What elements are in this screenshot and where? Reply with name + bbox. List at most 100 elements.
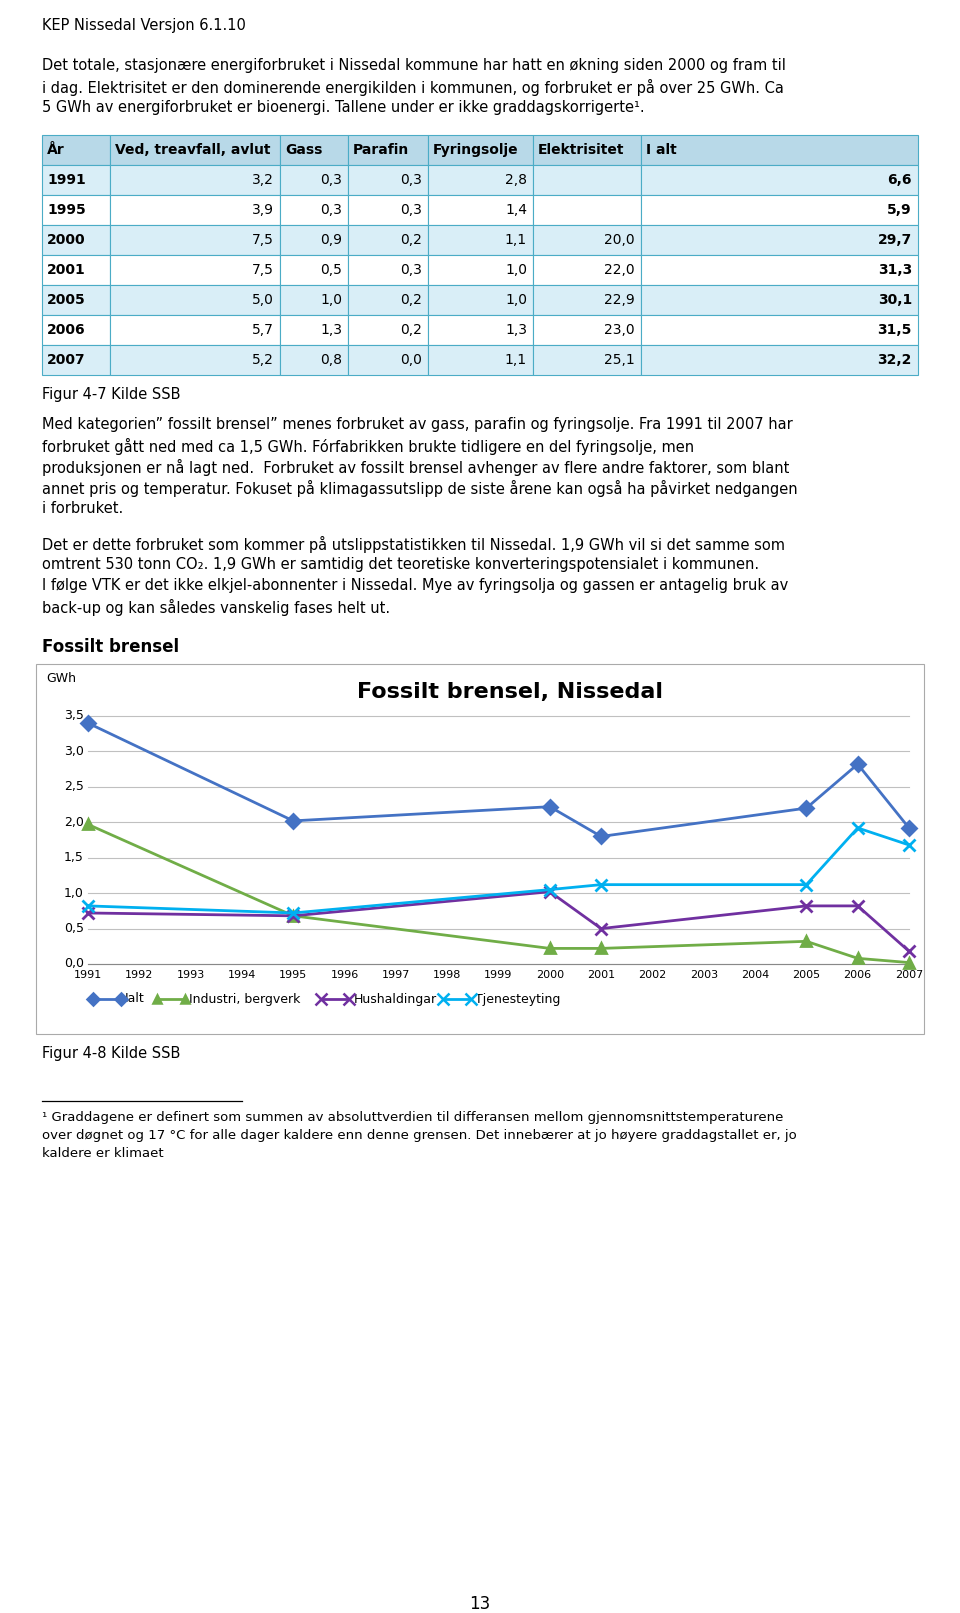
Text: 1,5: 1,5 <box>64 852 84 865</box>
Bar <box>280 286 348 315</box>
Bar <box>42 286 110 315</box>
Bar <box>348 255 428 286</box>
Bar <box>36 665 924 1034</box>
Bar <box>348 286 428 315</box>
Text: over døgnet og 17 °C for alle dager kaldere enn denne grensen. Det innebærer at : over døgnet og 17 °C for alle dager kald… <box>42 1129 797 1142</box>
Text: 0,3: 0,3 <box>400 173 422 187</box>
Text: I følge VTK er det ikke elkjel-abonnenter i Nissedal. Mye av fyringsolja og gass: I følge VTK er det ikke elkjel-abonnente… <box>42 577 788 594</box>
Text: Det totale, stasjonære energiforbruket i Nissedal kommune har hatt en økning sid: Det totale, stasjonære energiforbruket i… <box>42 58 786 73</box>
Text: 1999: 1999 <box>484 969 513 981</box>
Text: Tjenesteyting: Tjenesteyting <box>475 992 561 1005</box>
Bar <box>110 224 280 255</box>
Text: 1,0: 1,0 <box>505 294 527 306</box>
Text: 3,2: 3,2 <box>252 173 274 187</box>
Text: 0,2: 0,2 <box>400 294 422 306</box>
Text: 5 GWh av energiforbruket er bioenergi. Tallene under er ikke graddagskorrigerte¹: 5 GWh av energiforbruket er bioenergi. T… <box>42 100 644 115</box>
Text: 1998: 1998 <box>433 969 462 981</box>
Text: 22,0: 22,0 <box>605 263 635 277</box>
Bar <box>533 224 641 255</box>
Text: Fossilt brensel: Fossilt brensel <box>42 639 180 656</box>
Text: Elektrisitet: Elektrisitet <box>538 144 625 156</box>
Text: 1,0: 1,0 <box>64 887 84 900</box>
Bar <box>110 195 280 224</box>
Text: 2006: 2006 <box>844 969 872 981</box>
Bar <box>641 315 918 345</box>
Bar <box>110 286 280 315</box>
Text: 1,3: 1,3 <box>505 323 527 337</box>
Bar <box>110 165 280 195</box>
Text: KEP Nissedal Versjon 6.1.10: KEP Nissedal Versjon 6.1.10 <box>42 18 246 32</box>
Text: 2001: 2001 <box>588 969 615 981</box>
Bar <box>533 165 641 195</box>
Bar <box>428 286 533 315</box>
Bar <box>348 165 428 195</box>
Bar <box>280 315 348 345</box>
Text: 29,7: 29,7 <box>877 232 912 247</box>
Bar <box>110 315 280 345</box>
Text: Med kategorien” fossilt brensel” menes forbruket av gass, parafin og fyringsolje: Med kategorien” fossilt brensel” menes f… <box>42 418 793 432</box>
Text: i forbruket.: i forbruket. <box>42 502 123 516</box>
Text: 0,9: 0,9 <box>320 232 342 247</box>
Text: 1,1: 1,1 <box>505 353 527 368</box>
Text: 2007: 2007 <box>895 969 924 981</box>
Text: Hushaldingar: Hushaldingar <box>353 992 437 1005</box>
Text: 25,1: 25,1 <box>604 353 635 368</box>
Text: 2,5: 2,5 <box>64 781 84 794</box>
Bar <box>42 255 110 286</box>
Bar <box>280 195 348 224</box>
Text: Det er dette forbruket som kommer på utslippstatistikken til Nissedal. 1,9 GWh v: Det er dette forbruket som kommer på uts… <box>42 536 785 553</box>
Text: 1993: 1993 <box>177 969 204 981</box>
Text: 7,5: 7,5 <box>252 263 274 277</box>
Text: 31,5: 31,5 <box>877 323 912 337</box>
Text: 1992: 1992 <box>125 969 154 981</box>
Text: 3,5: 3,5 <box>64 710 84 723</box>
Text: Fyringsolje: Fyringsolje <box>433 144 518 156</box>
Bar <box>42 224 110 255</box>
Bar <box>641 165 918 195</box>
Text: 2005: 2005 <box>47 294 85 306</box>
Bar <box>42 315 110 345</box>
Text: 1,0: 1,0 <box>320 294 342 306</box>
Bar <box>641 195 918 224</box>
Text: 20,0: 20,0 <box>605 232 635 247</box>
Text: 1997: 1997 <box>382 969 410 981</box>
Text: 1996: 1996 <box>330 969 359 981</box>
Text: 2003: 2003 <box>689 969 718 981</box>
Text: 0,2: 0,2 <box>400 323 422 337</box>
Bar <box>533 286 641 315</box>
Text: 31,3: 31,3 <box>877 263 912 277</box>
Bar <box>641 345 918 374</box>
Text: 0,3: 0,3 <box>320 203 342 218</box>
Text: 0,3: 0,3 <box>400 263 422 277</box>
Bar <box>533 255 641 286</box>
Bar <box>533 315 641 345</box>
Text: 30,1: 30,1 <box>877 294 912 306</box>
Bar <box>533 345 641 374</box>
Bar <box>110 345 280 374</box>
Bar <box>280 135 348 165</box>
Bar <box>42 165 110 195</box>
Text: 0,3: 0,3 <box>400 203 422 218</box>
Text: 23,0: 23,0 <box>605 323 635 337</box>
Bar <box>641 255 918 286</box>
Text: 1995: 1995 <box>279 969 307 981</box>
Text: 5,9: 5,9 <box>887 203 912 218</box>
Text: ¹ Graddagene er definert som summen av absoluttverdien til differansen mellom gj: ¹ Graddagene er definert som summen av a… <box>42 1111 783 1124</box>
Text: 6,6: 6,6 <box>887 173 912 187</box>
Text: 1994: 1994 <box>228 969 256 981</box>
Text: 2001: 2001 <box>47 263 85 277</box>
Bar <box>280 224 348 255</box>
Bar <box>641 224 918 255</box>
Text: back-up og kan således vanskelig fases helt ut.: back-up og kan således vanskelig fases h… <box>42 598 390 616</box>
Bar <box>280 255 348 286</box>
Bar <box>348 315 428 345</box>
Text: 3,0: 3,0 <box>64 745 84 758</box>
Bar <box>280 345 348 374</box>
Bar <box>42 195 110 224</box>
Text: 1,1: 1,1 <box>505 232 527 247</box>
Bar <box>428 315 533 345</box>
Bar <box>641 286 918 315</box>
Bar <box>348 224 428 255</box>
Text: Parafin: Parafin <box>353 144 409 156</box>
Text: 22,9: 22,9 <box>604 294 635 306</box>
